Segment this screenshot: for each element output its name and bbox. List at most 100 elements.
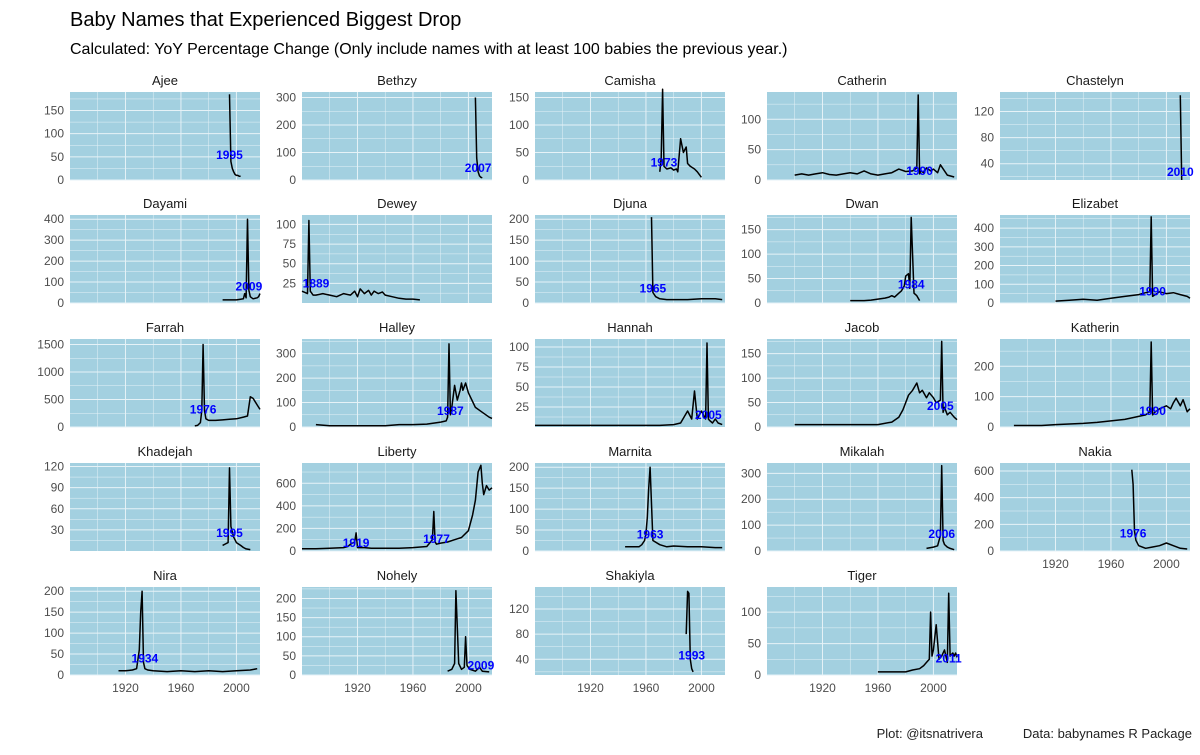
y-tick-label: 0: [522, 544, 529, 558]
y-tick-label: 50: [748, 272, 762, 286]
panel-background: [70, 587, 260, 675]
x-tick-label: 2000: [1153, 557, 1180, 571]
y-tick-label: 400: [974, 491, 994, 505]
y-tick-label: 600: [276, 476, 296, 490]
panel-title: Mikalah: [840, 444, 885, 459]
panel-background: [70, 92, 260, 180]
y-tick-label: 400: [974, 221, 994, 235]
y-tick-label: 100: [741, 371, 761, 385]
y-tick-label: 40: [516, 652, 530, 666]
year-annotation: 1977: [423, 532, 450, 546]
y-tick-label: 0: [754, 296, 761, 310]
year-annotation: 2011: [936, 651, 962, 665]
panel-background: [767, 92, 957, 180]
y-tick-label: 300: [974, 240, 994, 254]
y-tick-label: 50: [51, 647, 65, 661]
series-line: [926, 464, 955, 551]
y-tick-label: 0: [57, 420, 64, 434]
y-tick-label: 90: [51, 481, 65, 495]
x-tick-label: 1960: [1098, 557, 1125, 571]
y-tick-label: 150: [276, 611, 296, 625]
y-tick-label: 100: [509, 340, 529, 354]
panel-background: [70, 215, 260, 303]
y-tick-label: 200: [276, 521, 296, 535]
y-tick-label: 50: [51, 150, 65, 164]
y-tick-label: 150: [509, 481, 529, 495]
y-tick-label: 50: [283, 649, 297, 663]
y-tick-label: 100: [276, 217, 296, 231]
y-tick-label: 300: [276, 347, 296, 361]
series-line: [685, 590, 694, 673]
y-tick-label: 100: [44, 275, 64, 289]
y-tick-label: 500: [44, 393, 64, 407]
year-annotation: 2006: [928, 527, 955, 541]
year-annotation: 2009: [236, 279, 263, 293]
panel-background: [535, 215, 725, 303]
series-line: [118, 590, 258, 673]
series-line: [1055, 216, 1191, 302]
year-annotation: 1987: [437, 404, 464, 418]
panel-background: [767, 339, 957, 427]
panel-background: [70, 339, 260, 427]
y-tick-label: 100: [276, 146, 296, 160]
panel-liberty: 0 200 400 600 Liberty 1919 1977: [276, 444, 493, 558]
y-tick-label: 0: [987, 544, 994, 558]
panel-title: Dayami: [143, 196, 187, 211]
panel-title: Nakia: [1078, 444, 1112, 459]
y-tick-label: 100: [44, 127, 64, 141]
series-line: [850, 216, 921, 302]
y-tick-label: 100: [741, 112, 761, 126]
caption-data-source: Data: babynames R Package: [1023, 726, 1192, 741]
panel-title: Marnita: [608, 444, 652, 459]
y-tick-label: 50: [516, 275, 530, 289]
panel-background: [767, 215, 957, 303]
y-tick-label: 100: [509, 254, 529, 268]
panel-background: [302, 463, 492, 551]
y-tick-label: 0: [57, 668, 64, 682]
y-tick-label: 200: [276, 591, 296, 605]
y-tick-label: 100: [509, 118, 529, 132]
y-tick-label: 400: [276, 499, 296, 513]
y-tick-label: 0: [57, 173, 64, 187]
panel-catherin: 0 50 100 Catherin 1990: [741, 73, 957, 187]
y-tick-label: 25: [516, 400, 530, 414]
panel-jacob: 0 50 100 150 Jacob 2005: [741, 320, 958, 434]
series-line: [302, 464, 493, 550]
series-line: [447, 590, 490, 673]
panel-background: [535, 463, 725, 551]
panel-background: [535, 92, 725, 180]
chart-title: Baby Names that Experienced Biggest Drop: [70, 9, 461, 31]
caption-plot-credit: Plot: @itsnatrivera: [877, 726, 984, 741]
panel-title: Catherin: [837, 73, 886, 88]
y-tick-label: 120: [44, 460, 64, 474]
series-line: [650, 217, 723, 301]
panel-title: Elizabet: [1072, 196, 1119, 211]
y-tick-label: 0: [289, 668, 296, 682]
panel-background: [767, 587, 957, 675]
panel-background: [302, 587, 492, 675]
y-tick-label: 0: [987, 296, 994, 310]
year-annotation: 1995: [216, 148, 243, 162]
panel-background: [302, 215, 492, 303]
y-tick-label: 150: [509, 233, 529, 247]
y-tick-label: 80: [981, 131, 995, 145]
panel-nakia: 0 200 400 600 Nakia 1976 1920 1960 2000: [974, 444, 1190, 571]
y-tick-label: 100: [741, 247, 761, 261]
series-line: [194, 343, 261, 427]
y-tick-label: 0: [754, 668, 761, 682]
y-tick-label: 0: [754, 420, 761, 434]
x-tick-label: 1960: [865, 681, 892, 695]
y-tick-label: 0: [754, 173, 761, 187]
year-annotation: 1990: [1139, 285, 1166, 299]
panel-background: [767, 463, 957, 551]
y-tick-label: 100: [276, 630, 296, 644]
y-tick-label: 50: [283, 257, 297, 271]
x-tick-label: 1920: [112, 681, 139, 695]
panel-khadejah: 30 60 90 120 Khadejah 1995: [44, 444, 260, 551]
x-tick-label: 1960: [400, 681, 427, 695]
year-annotation: 1889: [303, 276, 330, 290]
y-tick-label: 150: [44, 104, 64, 118]
y-tick-label: 150: [741, 347, 761, 361]
year-annotation: 1963: [637, 527, 664, 541]
panel-dwan: 0 50 100 150 Dwan 1984: [741, 196, 957, 310]
